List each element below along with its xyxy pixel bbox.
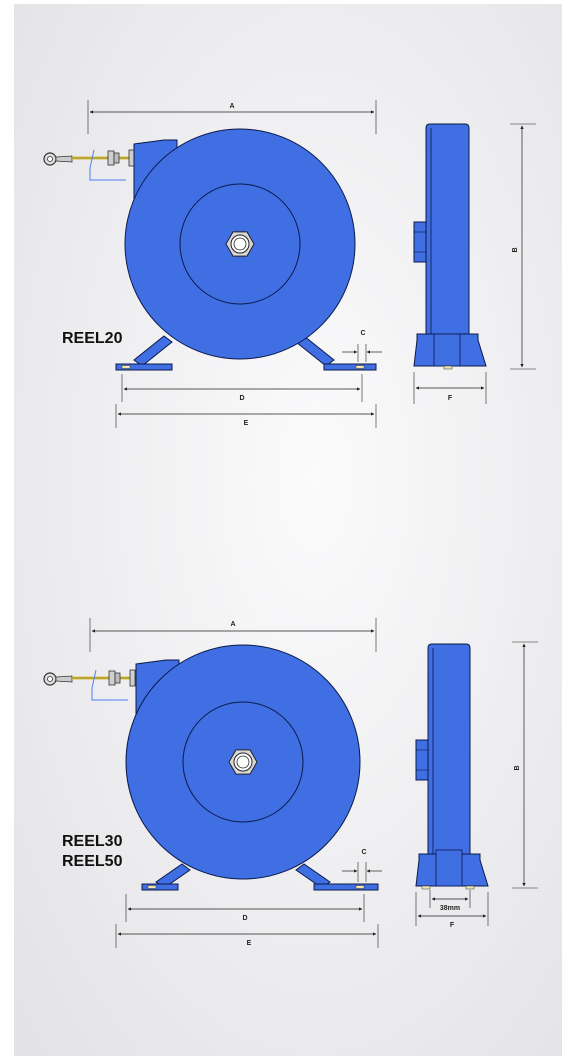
model-label-reel20: REEL20 <box>62 330 123 347</box>
dimension-label-e: E <box>244 420 249 427</box>
dimension-label-c: C <box>360 330 365 337</box>
dimension-f-bottom: F <box>415 892 489 929</box>
hose-eyelet-top <box>43 149 135 181</box>
dimension-e-top: E <box>115 404 377 428</box>
dimension-a-top: A <box>87 100 377 134</box>
dimension-f-top: F <box>413 372 487 404</box>
side-view-top <box>413 123 487 370</box>
dimension-label-d: D <box>239 395 244 402</box>
model-label-reel30: REEL30 <box>62 833 123 850</box>
dimension-c-bottom: C <box>342 849 382 882</box>
dimension-label-a: A <box>230 621 235 628</box>
dimension-label-a: A <box>229 103 234 110</box>
dimension-label-f: F <box>448 395 453 402</box>
dimension-b-top: B <box>510 123 536 370</box>
dimension-38mm: 38mm <box>429 890 471 912</box>
model-label-reel50: REEL50 <box>62 853 123 870</box>
technical-drawing: A C D E REEL20 <box>14 4 562 1056</box>
reel-feet-bottom <box>141 863 379 891</box>
hose-eyelet-bottom <box>43 669 136 701</box>
dimension-label-c: C <box>361 849 366 856</box>
reel-feet-top <box>115 335 377 371</box>
dimension-b-bottom: B <box>512 641 538 889</box>
base-width-label: 38mm <box>440 905 460 912</box>
dimension-label-b: B <box>514 765 521 770</box>
side-view-bottom <box>415 643 489 890</box>
drawing-sheet: A C D E REEL20 <box>14 4 562 1056</box>
bottom-drawing: A C D E REEL30 REEL50 <box>43 618 538 948</box>
dimension-label-e: E <box>247 940 252 947</box>
dimension-d-bottom: D <box>125 894 365 922</box>
dimension-a-bottom: A <box>89 618 377 652</box>
dimension-d-top: D <box>121 374 363 402</box>
dimension-c-top: C <box>342 330 382 362</box>
dimension-e-bottom: E <box>115 924 379 948</box>
top-drawing: A C D E REEL20 <box>43 100 536 428</box>
dimension-label-d: D <box>242 915 247 922</box>
dimension-label-b: B <box>512 247 519 252</box>
dimension-label-f: F <box>450 922 455 929</box>
